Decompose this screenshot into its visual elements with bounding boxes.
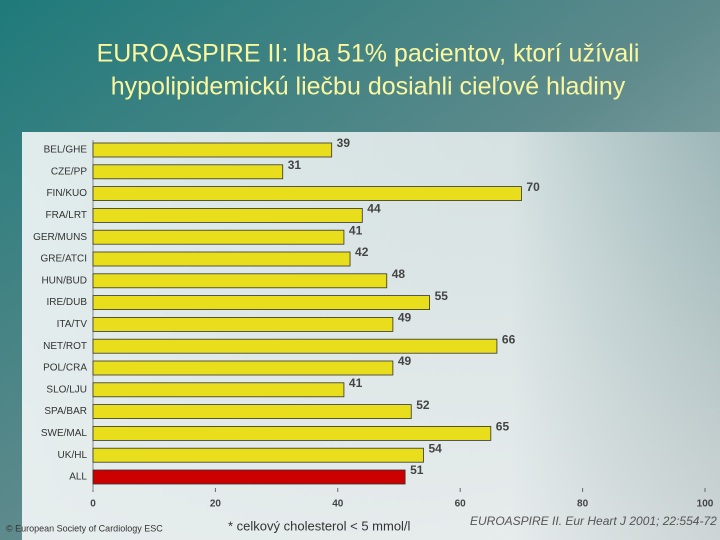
value-label: 41 [349, 376, 363, 390]
value-label: 70 [526, 180, 540, 194]
title-line: EUROASPIRE II: Iba 51% pacientov, ktorí … [97, 40, 640, 68]
y-tick-label: HUN/BUD [41, 275, 87, 286]
value-label: 51 [410, 463, 424, 477]
bar [92, 404, 412, 420]
y-tick-label: BEL/GHE [44, 145, 88, 156]
value-label: 54 [428, 441, 442, 455]
bar [92, 186, 522, 202]
value-label: 44 [367, 202, 381, 216]
y-tick-label: FRA/LRT [46, 210, 88, 221]
bar [92, 273, 388, 289]
bar [92, 229, 345, 245]
bar [92, 338, 498, 354]
title-line: hypolipidemickú liečbu dosiahli cieľové … [111, 73, 626, 101]
value-label: 49 [398, 354, 412, 368]
bar [92, 469, 406, 485]
y-tick-label: UK/HL [58, 450, 88, 461]
footnote: * celkový cholesterol < 5 mmol/l [228, 518, 411, 533]
bar [92, 447, 424, 463]
y-tick-label: IRE/DUB [46, 297, 87, 308]
y-tick-label: SPA/BAR [44, 406, 87, 417]
x-tick-label: 40 [332, 499, 344, 510]
x-tick-label: 20 [210, 499, 222, 510]
bar [92, 316, 394, 332]
value-label: 41 [349, 223, 363, 237]
y-tick-label: FIN/KUO [46, 188, 87, 199]
y-tick-label: SWE/MAL [41, 428, 88, 439]
y-tick-label: SLO/LJU [46, 384, 87, 395]
y-tick-label: ALL [69, 472, 87, 483]
value-label: 48 [392, 267, 406, 281]
y-tick-label: CZE/PP [51, 166, 87, 177]
value-label: 65 [496, 420, 510, 434]
bar [92, 295, 431, 311]
value-label: 52 [416, 398, 430, 412]
value-label: 31 [288, 158, 302, 172]
y-tick-label: ITA/TV [57, 319, 88, 330]
y-tick-label: GER/MUNS [33, 232, 87, 243]
bar [92, 142, 333, 158]
bar [92, 207, 363, 223]
x-tick-label: 60 [455, 499, 467, 510]
value-label: 55 [435, 289, 449, 303]
x-tick-label: 100 [697, 499, 714, 510]
bar [92, 425, 492, 441]
value-label: 49 [398, 311, 412, 325]
footnote: EUROASPIRE II. Eur Heart J 2001; 22:554-… [470, 514, 717, 528]
y-tick-label: POL/CRA [43, 363, 87, 374]
bar [92, 382, 345, 398]
bar [92, 360, 394, 376]
footnote: © European Society of Cardiology ESC [6, 523, 163, 533]
value-label: 42 [355, 245, 369, 259]
value-label: 39 [337, 136, 351, 150]
bar [92, 164, 284, 180]
x-tick-label: 80 [577, 499, 589, 510]
x-tick-label: 0 [90, 499, 96, 510]
value-label: 66 [502, 332, 516, 346]
y-tick-label: NET/ROT [43, 341, 87, 352]
y-tick-label: GRE/ATCI [41, 254, 87, 265]
bar [92, 251, 351, 267]
